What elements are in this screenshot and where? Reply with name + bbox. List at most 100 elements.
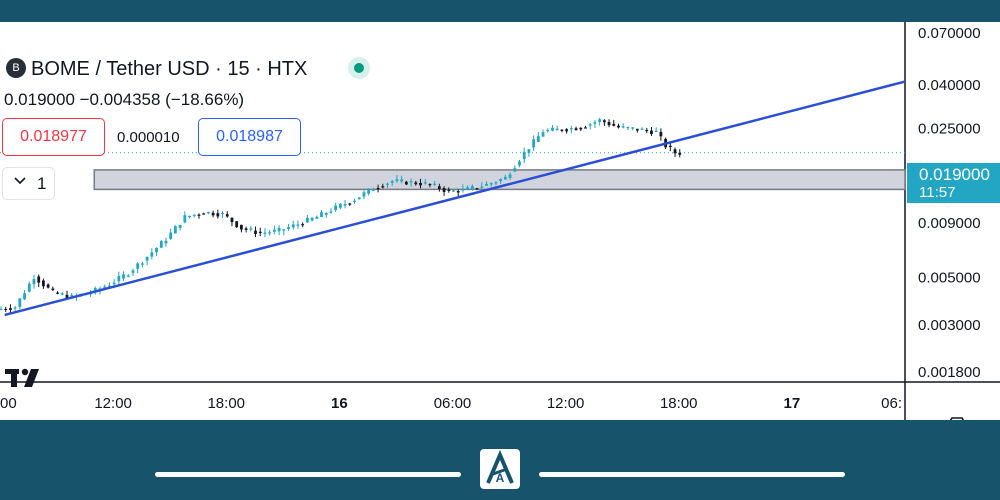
candle-body — [131, 270, 135, 273]
candle-body — [338, 203, 342, 208]
symbol-title[interactable]: BOME / Tether USD · 15 · HTX — [31, 58, 308, 80]
candle-body — [0, 308, 3, 311]
candle-body — [320, 212, 323, 218]
candle-body — [447, 189, 451, 192]
candle-body — [348, 203, 352, 205]
candle-body — [164, 240, 168, 244]
candle-body — [631, 127, 635, 129]
candle-body — [381, 186, 385, 188]
candle-body — [574, 128, 578, 131]
candle-body — [244, 228, 248, 230]
candle-body — [56, 292, 59, 294]
candle-body — [612, 123, 616, 126]
candle-body — [211, 212, 215, 216]
candle-body — [4, 308, 8, 311]
candle-body — [188, 215, 191, 218]
candle-body — [546, 129, 550, 132]
candle-body — [466, 187, 470, 190]
candle-body — [46, 284, 50, 288]
candle-body — [536, 136, 540, 142]
candle-body — [485, 183, 488, 186]
candle-body — [386, 183, 389, 185]
candle-body — [357, 197, 361, 200]
candle-body — [602, 120, 606, 123]
price-chart-canvas[interactable]: 0.070000 0.040000 0.025000 0.009000 0.005000… — [0, 22, 1000, 420]
candle-body — [668, 145, 672, 148]
candle-body — [621, 126, 625, 128]
candle-body — [551, 127, 554, 131]
ohlc-change-line: 0.019000 −0.004358 (−18.66%) — [4, 90, 245, 109]
candle-body — [518, 161, 521, 166]
candle-body — [367, 188, 371, 194]
current-price-label: 0.019000 11:57 — [907, 163, 1000, 203]
y-tick-label: 0.003000 — [918, 317, 981, 334]
candle-body — [51, 288, 55, 290]
chevron-down-icon — [13, 173, 27, 190]
candle-body — [428, 183, 432, 186]
candle-body — [249, 228, 253, 230]
candle-body — [291, 224, 295, 228]
candle-body — [541, 132, 545, 137]
candle-body — [254, 230, 257, 234]
indicators-collapse-button[interactable]: 1 — [2, 167, 55, 200]
y-tick-label: 0.070000 — [918, 25, 981, 42]
candle-body — [419, 182, 422, 186]
candle-body — [221, 212, 224, 215]
candle-body — [532, 139, 536, 148]
bar-countdown: 11:57 — [919, 184, 956, 201]
candle-body — [202, 213, 206, 215]
x-tick-label: 12:00 — [94, 395, 132, 412]
candle-body — [371, 189, 375, 191]
tradingview-logo-icon[interactable] — [5, 365, 49, 394]
candle-body — [640, 128, 644, 130]
chart-area[interactable]: 0.070000 0.040000 0.025000 0.009000 0.005000… — [0, 22, 1000, 435]
candle-body — [678, 152, 682, 155]
candle-body — [126, 275, 130, 277]
candle-body — [112, 282, 116, 285]
candle-body — [230, 217, 234, 223]
footer-logo-letter: A — [496, 471, 505, 485]
candle-body — [258, 231, 262, 233]
candle-body — [555, 128, 559, 131]
candle-body — [32, 278, 36, 285]
candle-body — [423, 182, 427, 184]
candle-body — [395, 179, 399, 182]
candle-body — [362, 192, 366, 197]
x-tick-label: 06: — [881, 395, 902, 412]
candle-body — [150, 252, 154, 257]
candle-body — [324, 212, 328, 215]
candle-body — [607, 122, 611, 126]
candle-body — [301, 224, 305, 226]
candle-body — [225, 214, 229, 217]
x-tick-label: 18:00 — [207, 395, 245, 412]
candle-body — [329, 211, 333, 213]
x-tick-label: 16 — [331, 395, 348, 412]
candle-body — [18, 298, 22, 307]
candle-body — [452, 190, 455, 192]
y-tick-label: 0.001800 — [918, 364, 981, 381]
candle-body — [310, 217, 314, 221]
sell-price-button[interactable]: 0.018977 — [2, 118, 105, 156]
x-tick-label: 18:00 — [660, 395, 698, 412]
candle-body — [155, 247, 158, 253]
candle-body — [296, 224, 300, 226]
candle-body — [216, 213, 220, 217]
aa-logo-icon: A — [480, 449, 520, 489]
candle-body — [27, 283, 31, 292]
candle-body — [650, 130, 653, 135]
candle-body — [334, 205, 338, 211]
candle-body — [183, 215, 187, 223]
buy-price-button[interactable]: 0.018987 — [198, 118, 301, 156]
candle-body — [635, 128, 639, 131]
current-price-value: 0.019000 — [919, 165, 990, 184]
x-tick-label: 00 — [0, 395, 17, 412]
symbol-logo-icon: B — [6, 58, 26, 78]
candle-body — [122, 274, 125, 279]
candle-body — [65, 294, 69, 299]
candle-body — [569, 128, 573, 130]
market-open-dot-icon[interactable] — [348, 57, 370, 79]
candle-body — [60, 293, 64, 295]
candle-body — [206, 212, 210, 214]
candle-body — [480, 186, 484, 188]
candle-body — [282, 229, 286, 231]
